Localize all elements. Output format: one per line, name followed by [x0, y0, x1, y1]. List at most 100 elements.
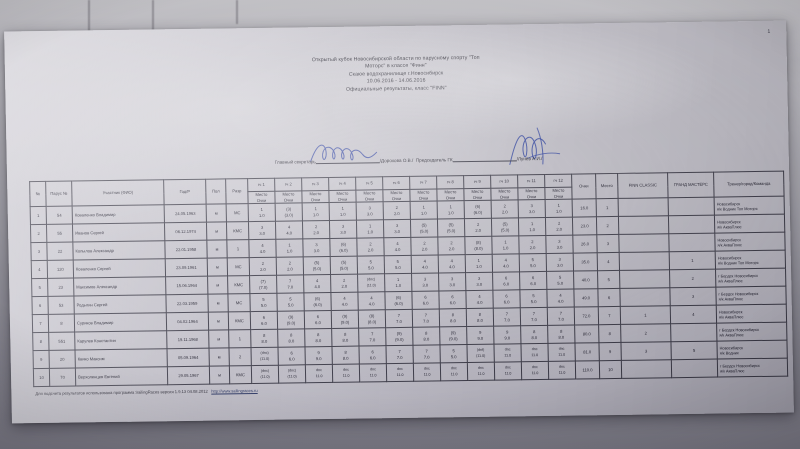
cell-number: 9	[33, 350, 50, 369]
cell-race-2: (3) (3.0)	[275, 203, 303, 222]
cell-race-8: 4 4.0	[438, 254, 466, 274]
cell-final-place: 8	[598, 324, 621, 343]
cell-race-4: 2 2.0	[330, 274, 358, 293]
cell-sail-number: 22	[46, 242, 74, 261]
cell-rank: МС	[227, 257, 250, 277]
cell-final-place: 5	[597, 270, 620, 289]
cell-race-9: (6) (6.0)	[464, 200, 492, 219]
col-finn-classic: FINN CLASSIC	[617, 172, 669, 199]
cell-race-10: (5) (5.0)	[491, 218, 519, 237]
col-race-9: гч 9	[463, 175, 491, 189]
cell-race-6: 7 7.0	[385, 345, 414, 364]
cell-grand-masters: 4	[670, 305, 717, 324]
cell-race-7: 2 2.0	[410, 237, 439, 256]
col-race-7: гч 7	[409, 175, 437, 190]
cell-race-12: 7 7.0	[547, 307, 575, 326]
cell-race-11: 5 5.0	[519, 253, 547, 273]
cell-race-8: 1 1.0	[437, 200, 465, 220]
cell-race-7: dnc 11.0	[413, 363, 441, 382]
cell-birth-date: 24.05.1963	[164, 204, 207, 223]
cell-sex: м	[206, 222, 227, 241]
cell-sail-number: 70	[49, 368, 76, 387]
cell-race-9: (8) (8.0)	[464, 236, 493, 255]
cell-birth-date: 05.09.1964	[167, 348, 210, 367]
cell-race-3: dnc 11.0	[305, 364, 333, 384]
cell-race-6: 3 3.0	[383, 219, 411, 238]
cell-coach-city-team: Новосибирск я/к Водник Топ Моторс	[715, 250, 786, 270]
cell-race-12: dnc 11.0	[547, 343, 576, 362]
col-race-12: гч 12	[544, 174, 572, 188]
cell-rank: КМС	[226, 221, 249, 241]
sailingraces-link[interactable]: http://www.sailingraces.ru	[211, 387, 258, 394]
cell-race-7: 7 7.0	[412, 309, 440, 328]
cell-race-1: (dnc) (11.0)	[250, 347, 279, 366]
wall-seam	[152, 0, 154, 38]
cell-sail-number: 55	[46, 224, 73, 243]
cell-race-3: 2 2.0	[302, 220, 330, 240]
cell-race-10: dnc 11.0	[493, 343, 522, 363]
cell-race-3: 6 6.0	[304, 310, 332, 330]
cell-race-12: dnc 11.0	[548, 361, 576, 380]
cell-race-12: 3 3.0	[545, 235, 574, 254]
cell-race-11: dnc 11.0	[521, 361, 549, 380]
cell-race-12: 3 3.0	[546, 253, 574, 272]
col-sex: Пол	[205, 178, 227, 205]
cell-sex: м	[209, 366, 230, 385]
col-race-5: гч 5	[355, 176, 383, 191]
cell-finn-classic	[621, 359, 672, 379]
cell-coach-city-team: Новосибирск я/к АкваПлюс	[714, 232, 786, 252]
cell-grand-masters	[671, 359, 718, 378]
cell-race-7: (5) (5.0)	[410, 219, 438, 238]
cell-race-4: 1 1.0	[329, 202, 357, 221]
col-race-10: гч 10	[490, 174, 518, 189]
col-race-10-sub: Место Очки	[490, 187, 519, 201]
cell-rank: КМС	[227, 275, 250, 295]
cell-finn-classic	[618, 197, 669, 217]
cell-total-points: 72.0	[574, 306, 599, 326]
secretary-label: Главный секретарь	[274, 159, 316, 165]
cell-participant: Родыгин Сергей	[73, 294, 167, 315]
cell-race-5: 7 7.0	[358, 327, 386, 347]
cell-final-place: 10	[599, 360, 622, 379]
cell-finn-classic: 1	[620, 305, 671, 325]
cell-race-6: 5 5.0	[384, 255, 412, 274]
cell-race-7: 8 8.0	[412, 327, 440, 346]
cell-race-8: 8 8.0	[439, 308, 467, 328]
cell-birth-date: 06.12.1974	[164, 222, 207, 241]
cell-sex: м	[208, 330, 229, 349]
table-body: 1 54 Коваленко Владимир 24.05.1963 м МС 1 1.0 (3…	[30, 196, 788, 387]
cell-race-1: (dnc) (11.0)	[251, 365, 279, 384]
col-race-1: гч 1	[247, 178, 275, 192]
footer-note: Для подсчета результатов использована пр…	[35, 388, 257, 396]
cell-participant: Верхоленцев Евгений	[75, 366, 168, 387]
cell-race-3: 1 1.0	[302, 202, 330, 222]
cell-participant: Копылов Александр	[72, 240, 166, 261]
cell-final-place: 3	[596, 234, 620, 253]
cell-birth-date: 22.01.1958	[164, 240, 208, 259]
cell-race-8: dnc 11.0	[440, 362, 468, 382]
cell-birth-date: 19.11.1968	[166, 330, 209, 349]
col-race-4-sub: Место Очки	[328, 190, 357, 203]
secretary-signature-line	[315, 157, 380, 165]
cell-race-7: 1 1.0	[410, 201, 438, 220]
cell-race-12: 5 5.0	[546, 271, 574, 290]
cell-total-points: 35.0	[573, 252, 598, 272]
cell-grand-masters: 2	[669, 269, 716, 288]
chairman-name: /Лунёв А.И./	[516, 155, 543, 162]
col-grand-masters: ГРАНД МАСТЕРС	[667, 172, 715, 198]
cell-number: 5	[31, 278, 48, 297]
cell-race-4: (6) (6.0)	[329, 238, 358, 257]
cell-race-5: (8) (8.0)	[358, 309, 386, 329]
cell-race-5: (dnc) (11.0)	[357, 273, 385, 293]
col-race-11-sub: Место Очки	[517, 187, 546, 201]
cell-race-6: (9) (9.0)	[385, 327, 413, 346]
cell-final-place: 2	[596, 216, 619, 235]
col-sail-number: Парус №	[45, 181, 73, 207]
cell-total-points: 23.0	[572, 216, 597, 236]
cell-race-9: 4 4.0	[465, 290, 494, 309]
cell-race-10: 6 6.0	[492, 272, 520, 291]
cell-race-6: 4 4.0	[383, 237, 412, 256]
cell-finn-classic: 2	[620, 323, 671, 343]
cell-participant: Карулев Константин	[74, 330, 168, 351]
cell-race-11: 3 3.0	[518, 199, 546, 219]
